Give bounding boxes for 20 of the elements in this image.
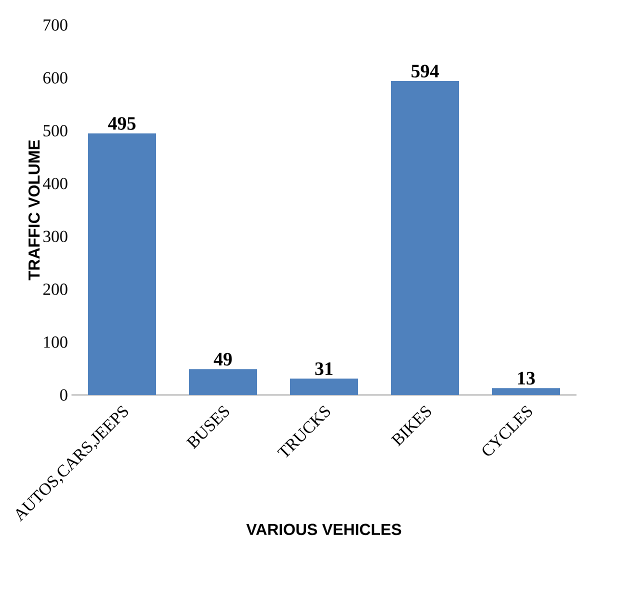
y-tick-label: 500: [44, 124, 68, 136]
y-axis-title: TRAFFIC VOLUME: [28, 140, 40, 280]
data-label: 13: [518, 372, 535, 385]
data-label: 49: [214, 352, 232, 366]
bar: [391, 81, 460, 395]
y-tick-label: 600: [43, 72, 68, 84]
y-tick-label: 200: [43, 284, 68, 295]
data-label: 31: [315, 362, 332, 376]
bar: [189, 369, 258, 395]
bar: [290, 378, 358, 395]
bar: [492, 388, 560, 395]
y-tick-label: 100: [44, 336, 68, 348]
y-tick-label: 400: [42, 178, 68, 190]
y-tick-label: 0: [60, 389, 68, 401]
x-axis-title: VARIOUS VEHICLES: [246, 524, 402, 536]
y-tick-label: 300: [43, 230, 68, 242]
bar: [88, 133, 156, 395]
data-label: 495: [108, 117, 136, 130]
data-label: 594: [412, 64, 439, 78]
y-tick-label: 700: [44, 19, 68, 31]
